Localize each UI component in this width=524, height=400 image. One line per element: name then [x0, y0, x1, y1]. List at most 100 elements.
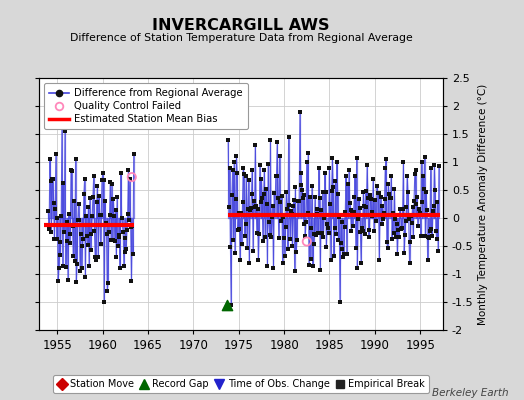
Point	[227, 302, 235, 308]
Point	[107, 181, 116, 188]
Point	[301, 233, 310, 239]
Point	[381, 164, 389, 171]
Point	[277, 218, 285, 224]
Point	[418, 199, 427, 205]
Point	[117, 214, 126, 221]
Point	[47, 229, 56, 235]
Point	[88, 212, 96, 219]
Point	[296, 108, 304, 115]
Point	[269, 265, 278, 272]
Point	[283, 246, 292, 252]
Point	[346, 200, 354, 206]
Point	[314, 164, 323, 171]
Point	[338, 246, 346, 252]
Point	[378, 203, 387, 210]
Point	[295, 198, 303, 204]
Point	[336, 240, 345, 246]
Point	[56, 238, 64, 245]
Point	[53, 215, 62, 222]
Point	[311, 194, 319, 200]
Point	[115, 234, 124, 240]
Point	[418, 159, 426, 165]
Point	[226, 244, 235, 250]
Point	[366, 192, 375, 198]
Point	[425, 234, 433, 241]
Point	[350, 194, 358, 201]
Text: INVERCARGILL AWS: INVERCARGILL AWS	[152, 18, 330, 33]
Point	[57, 213, 66, 219]
Point	[290, 268, 299, 274]
Point	[389, 210, 397, 216]
Point	[248, 167, 257, 174]
Point	[90, 228, 99, 234]
Point	[416, 209, 424, 216]
Point	[228, 192, 236, 198]
Point	[413, 223, 422, 229]
Point	[316, 266, 324, 273]
Point	[76, 268, 84, 274]
Point	[265, 218, 273, 225]
Point	[324, 230, 333, 236]
Point	[247, 191, 256, 197]
Point	[358, 228, 367, 234]
Point	[62, 238, 71, 244]
Point	[96, 241, 105, 247]
Point	[367, 212, 376, 219]
Legend: Station Move, Record Gap, Time of Obs. Change, Empirical Break: Station Move, Record Gap, Time of Obs. C…	[53, 375, 429, 393]
Point	[91, 254, 100, 261]
Point	[285, 202, 293, 208]
Point	[59, 263, 67, 270]
Point	[305, 262, 313, 268]
Point	[299, 194, 307, 201]
Point	[362, 204, 370, 210]
Point	[242, 221, 250, 227]
Point	[298, 186, 307, 193]
Point	[257, 176, 266, 182]
Point	[253, 230, 261, 237]
Point	[82, 213, 90, 219]
Point	[254, 257, 263, 263]
Point	[345, 167, 353, 174]
Point	[282, 189, 290, 195]
Point	[281, 253, 289, 259]
Point	[240, 170, 248, 177]
Point	[377, 220, 386, 227]
Point	[266, 232, 274, 239]
Point	[106, 179, 115, 186]
Point	[367, 196, 375, 202]
Point	[423, 207, 431, 214]
Point	[80, 191, 88, 198]
Point	[337, 219, 346, 225]
Point	[252, 203, 260, 209]
Point	[73, 261, 81, 267]
Point	[287, 208, 295, 214]
Point	[236, 257, 245, 263]
Point	[422, 188, 430, 195]
Point	[101, 198, 109, 204]
Point	[384, 245, 392, 251]
Point	[259, 238, 267, 244]
Point	[250, 204, 259, 210]
Point	[230, 236, 238, 243]
Point	[232, 153, 241, 160]
Point	[310, 231, 319, 238]
Point	[119, 229, 127, 235]
Point	[281, 224, 290, 230]
Point	[413, 194, 421, 200]
Point	[118, 222, 127, 228]
Point	[110, 212, 118, 219]
Point	[406, 239, 414, 245]
Point	[125, 217, 134, 223]
Point	[385, 191, 394, 197]
Point	[401, 231, 409, 238]
Point	[373, 182, 381, 189]
Point	[124, 167, 133, 174]
Point	[70, 198, 78, 204]
Point	[235, 226, 244, 232]
Point	[271, 173, 280, 179]
Point	[271, 212, 279, 218]
Point	[99, 170, 107, 176]
Point	[432, 228, 440, 234]
Point	[66, 230, 74, 237]
Point	[370, 197, 379, 204]
